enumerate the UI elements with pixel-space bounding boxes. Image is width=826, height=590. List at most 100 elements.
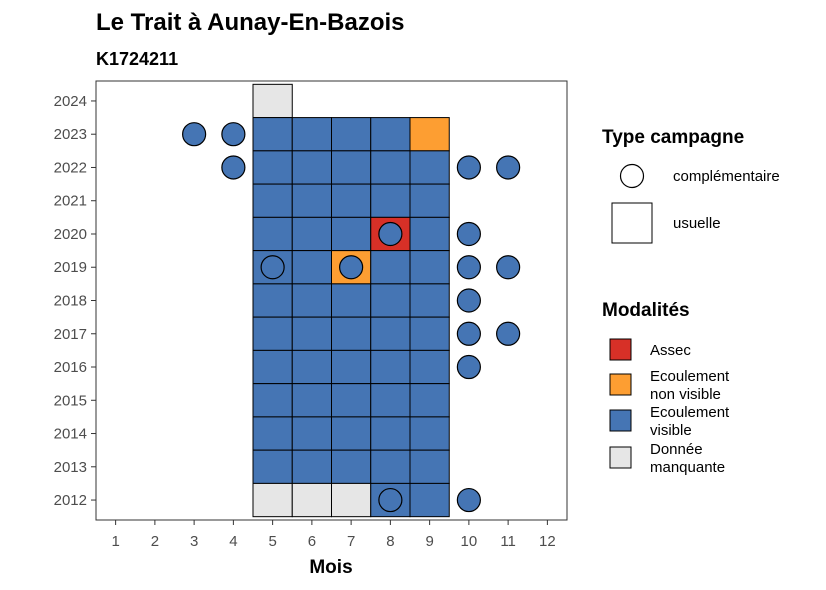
tile-2023-5 <box>252 117 293 152</box>
point-2022-10 <box>456 155 481 180</box>
y-tick-label: 2023 <box>54 126 87 143</box>
tile-2014-6 <box>291 416 332 451</box>
legend-type-title: Type campagne <box>602 127 744 148</box>
legend-modalite-label: Donnée <box>650 441 703 458</box>
tile-2016-7 <box>331 349 372 385</box>
x-tick-label: 6 <box>308 533 316 550</box>
point-2023-3 <box>182 122 207 147</box>
tile-2018-7 <box>331 283 372 318</box>
point-2023-4 <box>221 122 246 147</box>
points-layer <box>182 122 521 513</box>
x-tick-label: 1 <box>111 533 119 550</box>
legend-type-label: usuelle <box>673 215 721 232</box>
tile-2016-6 <box>291 349 332 385</box>
legend-modalite-label: Ecoulement <box>650 368 730 385</box>
tile-2013-8 <box>370 449 411 484</box>
tile-2014-7 <box>331 416 372 451</box>
x-tick-label: 2 <box>151 533 159 550</box>
legend-modalite-label: visible <box>650 422 692 439</box>
tile-2020-9 <box>409 216 450 252</box>
tile-2021-9 <box>409 183 450 218</box>
legend-key-square <box>611 202 653 244</box>
tile-2023-9 <box>409 117 450 152</box>
x-tick-label: 8 <box>386 533 394 550</box>
y-tick-label: 2017 <box>54 326 87 343</box>
tile-2020-6 <box>291 216 332 252</box>
y-tick-label: 2024 <box>54 93 87 110</box>
tile-2015-5 <box>252 383 293 418</box>
y-tick-label: 2016 <box>54 359 87 376</box>
point-2018-10 <box>456 288 481 313</box>
x-axis: 1 2 3 4 5 6 7 8 9 10 11 12 <box>111 520 556 550</box>
x-tick-label: 9 <box>425 533 433 550</box>
point-2020-10 <box>456 221 481 247</box>
x-tick-label: 4 <box>229 533 237 550</box>
x-axis-title: Mois <box>309 557 352 578</box>
legend-modalite-label: manquante <box>650 459 725 476</box>
tile-2017-8 <box>370 316 411 351</box>
legend-modalite-label: non visible <box>650 386 721 403</box>
tile-2013-6 <box>291 449 332 484</box>
point-2019-11 <box>496 255 521 280</box>
x-tick-label: 7 <box>347 533 355 550</box>
y-tick-label: 2022 <box>54 159 87 176</box>
point-2012-8 <box>378 487 403 513</box>
point-2019-5 <box>260 255 285 280</box>
y-tick-label: 2015 <box>54 392 87 409</box>
chart-subtitle: K1724211 <box>96 49 178 69</box>
legend-type-label: complémentaire <box>673 168 780 185</box>
y-tick-label: 2012 <box>54 492 87 509</box>
tile-2022-5 <box>252 150 293 185</box>
tile-2016-8 <box>370 349 411 385</box>
legend-modalites-title: Modalités <box>602 300 690 321</box>
tile-2015-8 <box>370 383 411 418</box>
legend-modalite-label: Assec <box>650 342 691 359</box>
point-2022-11 <box>496 155 521 180</box>
y-tick-label: 2018 <box>54 293 87 310</box>
x-tick-label: 10 <box>461 533 478 550</box>
y-tick-label: 2013 <box>54 459 87 476</box>
point-2019-7 <box>339 255 364 280</box>
tile-2019-8 <box>370 250 411 285</box>
tile-2018-8 <box>370 283 411 318</box>
legend-key-circle <box>619 163 645 189</box>
y-axis: 2012 2013 2014 2015 2016 2017 2018 2019 2020 2021… <box>54 93 96 509</box>
tile-2015-7 <box>331 383 372 418</box>
tile-2020-5 <box>252 216 293 252</box>
tile-2016-9 <box>409 349 450 385</box>
tile-2017-9 <box>409 316 450 351</box>
legend-type-campagne: Type campagne complémentaire usuelle <box>602 127 780 244</box>
tile-2012-5 <box>252 482 293 518</box>
tile-2016-5 <box>252 349 293 385</box>
x-tick-label: 5 <box>268 533 276 550</box>
tile-2023-8 <box>370 117 411 152</box>
legend-modalite-label: Ecoulement <box>650 404 730 421</box>
point-2017-11 <box>496 321 521 346</box>
x-tick-label: 12 <box>539 533 556 550</box>
x-tick-label: 11 <box>500 533 516 550</box>
tile-2024-5 <box>252 83 293 119</box>
tile-2021-6 <box>291 183 332 218</box>
point-2012-10 <box>456 487 481 513</box>
tile-2023-6 <box>291 117 332 152</box>
tile-2012-7 <box>331 482 372 518</box>
tile-2019-9 <box>409 250 450 285</box>
point-2017-10 <box>456 321 481 346</box>
tile-2022-6 <box>291 150 332 185</box>
tile-2019-6 <box>291 250 332 285</box>
tile-2014-5 <box>252 416 293 451</box>
tile-2017-7 <box>331 316 372 351</box>
y-tick-label: 2014 <box>54 426 87 443</box>
tile-2021-8 <box>370 183 411 218</box>
tile-2023-7 <box>331 117 372 152</box>
tile-2012-9 <box>409 482 450 518</box>
chart-title: Le Trait à Aunay-En-Bazois <box>96 9 405 36</box>
y-tick-label: 2021 <box>54 193 87 210</box>
point-2019-10 <box>456 255 481 280</box>
tile-2013-5 <box>252 449 293 484</box>
y-tick-label: 2019 <box>54 259 87 276</box>
tile-2013-9 <box>409 449 450 484</box>
point-2016-10 <box>456 354 481 380</box>
